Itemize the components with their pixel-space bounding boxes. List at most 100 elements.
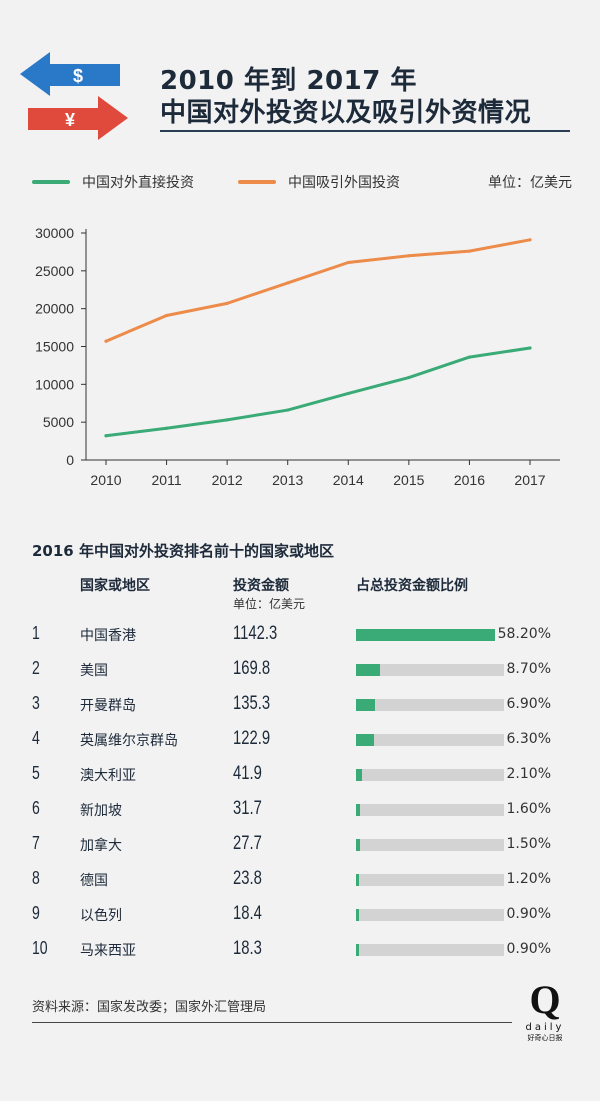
data-point-inbound: [164, 313, 169, 318]
data-point-outbound: [528, 346, 532, 350]
x-tick-label: 2013: [272, 472, 303, 488]
data-point-outbound: [346, 391, 350, 396]
header-region: 国家或地区: [80, 578, 150, 594]
share-bar-fill: [356, 839, 360, 851]
row-rank: 9: [32, 903, 40, 923]
data-point-inbound: [528, 238, 532, 242]
legend-label-outbound: 中国对外直接投资: [82, 175, 194, 191]
row-share: 1.50%: [503, 836, 551, 852]
row-region: 马来西亚: [80, 943, 136, 959]
page-subtitle: 中国对外投资以及吸引外资情况: [160, 98, 532, 128]
qdaily-logo: Q daily 好奇心日报: [522, 980, 568, 1052]
logo-word: daily: [525, 1022, 565, 1033]
row-region: 美国: [80, 663, 108, 679]
data-point-outbound: [164, 426, 169, 430]
data-point-inbound: [286, 281, 290, 285]
table-row: 10 马来西亚 18.3 0.90%: [0, 938, 600, 972]
data-point-outbound: [104, 434, 108, 438]
dollar-arrow-icon: [20, 52, 120, 96]
data-point-outbound: [286, 408, 290, 412]
data-point-inbound: [407, 254, 411, 258]
series-line-outbound: [104, 346, 532, 438]
logo-chinese: 好奇心日报: [527, 1034, 563, 1042]
row-rank: 1: [32, 623, 40, 643]
logo-letter: Q: [529, 977, 561, 1022]
currency-exchange-icon: $ ¥: [20, 52, 128, 140]
header-amount-unit: 单位：亿美元: [233, 597, 306, 611]
row-amount: 27.7: [233, 833, 262, 854]
row-rank: 2: [32, 658, 40, 678]
table-row: 6 新加坡 31.7 1.60%: [0, 798, 600, 832]
data-point-outbound: [407, 375, 411, 380]
row-amount: 41.9: [233, 763, 262, 784]
share-bar-fill: [356, 944, 359, 956]
legend-item-outbound: 中国对外直接投资: [32, 172, 194, 192]
y-tick-label: 10000: [35, 376, 74, 392]
share-bar-fill: [356, 769, 362, 781]
x-tick-label: 2010: [90, 472, 121, 488]
row-region: 中国香港: [80, 628, 136, 644]
dollar-symbol: $: [73, 66, 83, 86]
row-rank: 7: [32, 833, 40, 853]
x-tick-label: 2014: [333, 472, 364, 488]
table-row: 2 美国 169.8 8.70%: [0, 658, 600, 692]
row-share: 2.10%: [503, 766, 551, 782]
data-point-outbound: [467, 355, 472, 359]
x-tick-label: 2012: [212, 472, 243, 488]
row-rank: 8: [32, 868, 40, 888]
header-amount: 投资金额: [233, 578, 289, 594]
series-line-inbound: [104, 238, 532, 343]
y-tick-label: 15000: [35, 339, 74, 355]
share-bar-fill: [356, 909, 359, 921]
row-region: 德国: [80, 873, 108, 889]
row-rank: 3: [32, 693, 40, 713]
row-region: 英属维尔京群岛: [80, 733, 178, 749]
page-title: 2010 年到 2017 年: [160, 66, 417, 96]
data-point-inbound: [346, 260, 350, 265]
share-bar-track: 1.60%: [356, 801, 551, 817]
data-point-inbound: [467, 249, 472, 253]
data-point-outbound: [225, 418, 229, 422]
row-region: 澳大利亚: [80, 768, 136, 784]
chart-legend: 中国对外直接投资 中国吸引外国投资 单位：亿美元: [32, 172, 572, 196]
row-share: 1.60%: [503, 801, 551, 817]
legend-label-inbound: 中国吸引外国投资: [288, 175, 400, 191]
share-bar-fill: [356, 734, 374, 746]
share-bar-track: 6.90%: [356, 696, 551, 712]
row-rank: 5: [32, 763, 40, 783]
header-share: 占总投资金额比例: [356, 578, 468, 594]
table-row: 1 中国香港 1142.3 58.20%: [0, 623, 600, 657]
share-bar-track: 6.30%: [356, 731, 551, 747]
yuan-symbol: ¥: [65, 110, 75, 130]
y-tick-label: 20000: [35, 301, 74, 317]
title-underline: [160, 130, 570, 132]
share-bar-track: 0.90%: [356, 941, 551, 957]
row-amount: 1142.3: [233, 623, 278, 644]
y-tick-label: 0: [66, 452, 74, 468]
y-tick-label: 25000: [35, 263, 74, 279]
row-share: 1.20%: [503, 871, 551, 887]
row-amount: 18.4: [233, 903, 262, 924]
row-region: 新加坡: [80, 803, 122, 819]
row-region: 加拿大: [80, 838, 122, 854]
share-bar-fill: [356, 629, 518, 641]
table-row: 7 加拿大 27.7 1.50%: [0, 833, 600, 867]
footer-divider: [32, 1022, 512, 1023]
row-amount: 122.9: [233, 728, 271, 749]
share-bar-track: 1.20%: [356, 871, 551, 887]
legend-item-inbound: 中国吸引外国投资: [238, 172, 400, 192]
line-chart: 0 5000 10000 15000 20000 25000 30000 2010 2011 20…: [35, 225, 560, 488]
row-share: 0.90%: [503, 906, 551, 922]
row-share: 58.20%: [494, 626, 551, 642]
share-bar-fill: [356, 664, 380, 676]
share-bar-track: 0.90%: [356, 906, 551, 922]
share-bar-fill: [356, 874, 359, 886]
row-amount: 169.8: [233, 658, 271, 679]
yuan-arrow-icon: [28, 96, 128, 140]
table-row: 9 以色列 18.4 0.90%: [0, 903, 600, 937]
row-region: 开曼群岛: [80, 698, 136, 714]
x-tick-label: 2011: [152, 472, 182, 488]
data-point-inbound: [104, 339, 108, 343]
data-source: 资料来源：国家发改委；国家外汇管理局: [32, 1000, 267, 1015]
row-share: 8.70%: [503, 661, 551, 677]
